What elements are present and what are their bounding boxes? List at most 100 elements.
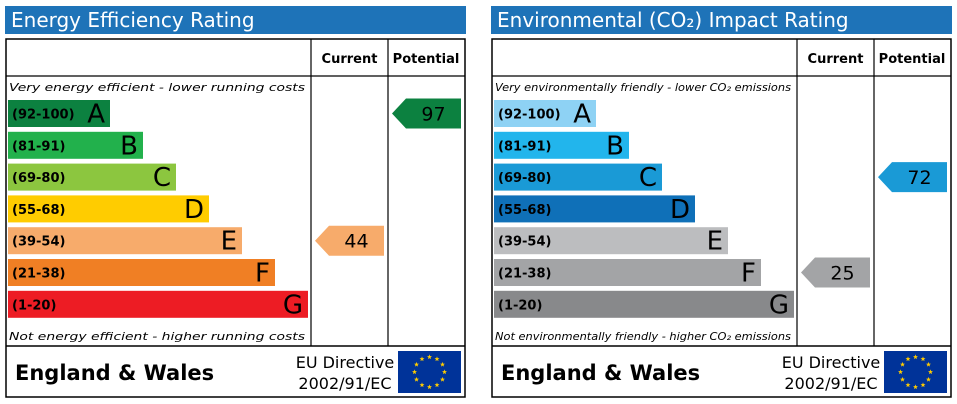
eu-flag-star — [900, 361, 905, 367]
top-note: Very energy efficient - lower running co… — [9, 81, 305, 94]
title-bar: Energy Efficiency Rating — [5, 6, 466, 34]
band-range-label: (21-38) — [498, 267, 551, 282]
top-note: Very environmentally friendly - lower CO… — [495, 81, 791, 94]
band-letter: D — [184, 195, 204, 225]
band-range-label: (39-54) — [12, 235, 65, 250]
band-letter: G — [769, 290, 789, 320]
eu-flag-star — [434, 382, 440, 388]
eu-flag-star — [427, 354, 432, 360]
potential-rating-value: 72 — [907, 167, 931, 189]
band-letter: E — [221, 227, 237, 257]
band-bar — [8, 195, 209, 223]
eu-flag-star — [898, 369, 903, 375]
footer-directive-line2: 2002/91/EC — [298, 374, 391, 393]
energy-rating-chart: Current Potential Very energy efficient - … — [5, 38, 466, 398]
title-bar: Environmental (CO₂) Impact Rating — [491, 6, 952, 34]
band-range-label: (69-80) — [498, 171, 551, 186]
band-bar — [494, 227, 728, 255]
eu-flag-star — [434, 356, 440, 362]
rating-band-b: (81-91) B — [494, 131, 629, 161]
band-bar — [8, 290, 308, 318]
current-arrow-shape — [801, 257, 870, 288]
band-letter: A — [87, 100, 105, 130]
current-rating-arrow: 44 — [315, 225, 384, 256]
band-range-label: (81-91) — [498, 139, 551, 154]
band-bar — [494, 100, 596, 127]
rating-band-b: (81-91) B — [8, 131, 143, 161]
band-letter: F — [255, 259, 270, 289]
footer-region: England & Wales — [15, 361, 214, 385]
band-range-label: (92-100) — [498, 108, 561, 123]
eu-flag-star — [905, 356, 911, 362]
band-bar — [494, 290, 794, 318]
footer-directive-line1: EU Directive — [782, 353, 881, 372]
current-rating-arrow: 25 — [801, 257, 870, 288]
band-bar — [494, 131, 629, 159]
rating-band-d: (55-68) D — [8, 195, 209, 225]
band-range-label: (92-100) — [12, 108, 75, 123]
eu-flag-star — [900, 376, 905, 382]
eu-flag-star — [926, 376, 931, 382]
eu-flag-star — [427, 384, 432, 390]
band-range-label: (55-68) — [12, 203, 65, 218]
eu-flag-star — [440, 376, 445, 382]
eu-flag-star — [913, 384, 918, 390]
environmental-rating-chart: Current Potential Very environmentally fri… — [491, 38, 952, 398]
band-range-label: (55-68) — [498, 203, 551, 218]
eu-flag-star — [412, 369, 417, 375]
rating-band-c: (69-80) C — [8, 163, 176, 193]
band-range-label: (1-20) — [498, 298, 542, 313]
potential-rating-arrow: 72 — [878, 162, 947, 193]
eu-flag-star — [920, 382, 926, 388]
band-range-label: (39-54) — [498, 235, 551, 250]
band-range-label: (21-38) — [12, 267, 65, 282]
band-bar — [494, 163, 662, 191]
eu-flag-star — [905, 382, 911, 388]
rating-band-c: (69-80) C — [494, 163, 662, 193]
eu-flag-star — [928, 369, 933, 375]
eu-flag-icon — [398, 351, 461, 393]
eu-flag-star — [926, 361, 931, 367]
column-header-current: Current — [322, 52, 378, 67]
eu-flag-star — [414, 376, 419, 382]
potential-rating-value: 97 — [421, 104, 445, 126]
rating-band-g: (1-20) G — [494, 290, 794, 320]
eu-flag-star — [440, 361, 445, 367]
band-bar — [8, 163, 176, 191]
eu-flag-star — [419, 382, 425, 388]
eu-flag-star — [414, 361, 419, 367]
chart-title: Environmental (CO₂) Impact Rating — [497, 8, 849, 32]
footer-directive-line2: 2002/91/EC — [784, 374, 877, 393]
band-bar — [8, 100, 110, 127]
footer-directive-line1: EU Directive — [296, 353, 395, 372]
current-rating-value: 44 — [344, 231, 368, 253]
eu-flag-star — [920, 356, 926, 362]
rating-band-a: (92-100) A — [8, 100, 110, 130]
column-header-current: Current — [808, 52, 864, 67]
potential-arrow-shape — [392, 98, 461, 129]
column-header-potential: Potential — [393, 52, 460, 67]
current-rating-value: 25 — [830, 263, 854, 285]
current-arrow-shape — [315, 225, 384, 256]
band-letter: E — [707, 227, 723, 257]
bottom-note: Not environmentally friendly - higher CO… — [495, 330, 791, 343]
band-bar — [8, 227, 242, 255]
band-letter: D — [670, 195, 690, 225]
band-letter: G — [283, 290, 303, 320]
band-letter: C — [153, 163, 171, 193]
rating-band-e: (39-54) E — [8, 227, 242, 257]
rating-band-a: (92-100) A — [494, 100, 596, 130]
band-letter: F — [741, 259, 756, 289]
band-letter: B — [606, 131, 624, 161]
eu-flag-star — [913, 354, 918, 360]
footer-region: England & Wales — [501, 361, 700, 385]
band-range-label: (81-91) — [12, 139, 65, 154]
eu-flag-icon — [884, 351, 947, 393]
environmental-impact-panel: Environmental (CO₂) Impact Rating Curren… — [491, 6, 952, 398]
band-letter: A — [573, 100, 591, 130]
potential-rating-arrow: 97 — [392, 98, 461, 129]
eu-flag-star — [419, 356, 425, 362]
eu-flag-star — [442, 369, 447, 375]
rating-band-f: (21-38) F — [494, 259, 761, 289]
band-letter: B — [120, 131, 138, 161]
